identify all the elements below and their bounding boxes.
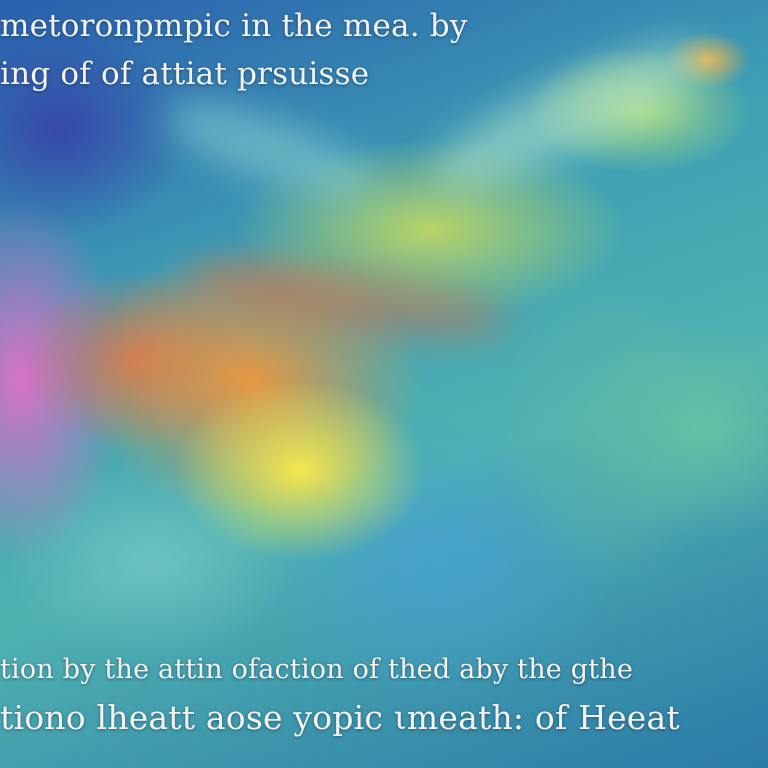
light-streak <box>419 19 721 211</box>
caption-bottom-line-2: tiono lheatt aose yopic ιmeath: of Heeat <box>0 698 680 737</box>
light-streak <box>156 84 384 216</box>
light-streak <box>520 300 700 560</box>
caption-top-line-2: ing of of attiat prsuisse <box>0 56 370 92</box>
orange-arc <box>177 247 513 353</box>
caption-bottom-line-1: tion by the attin ofaction of thed aby t… <box>0 654 634 685</box>
caption-top-line-1: metoronpmpic in the mea. by <box>0 8 468 44</box>
